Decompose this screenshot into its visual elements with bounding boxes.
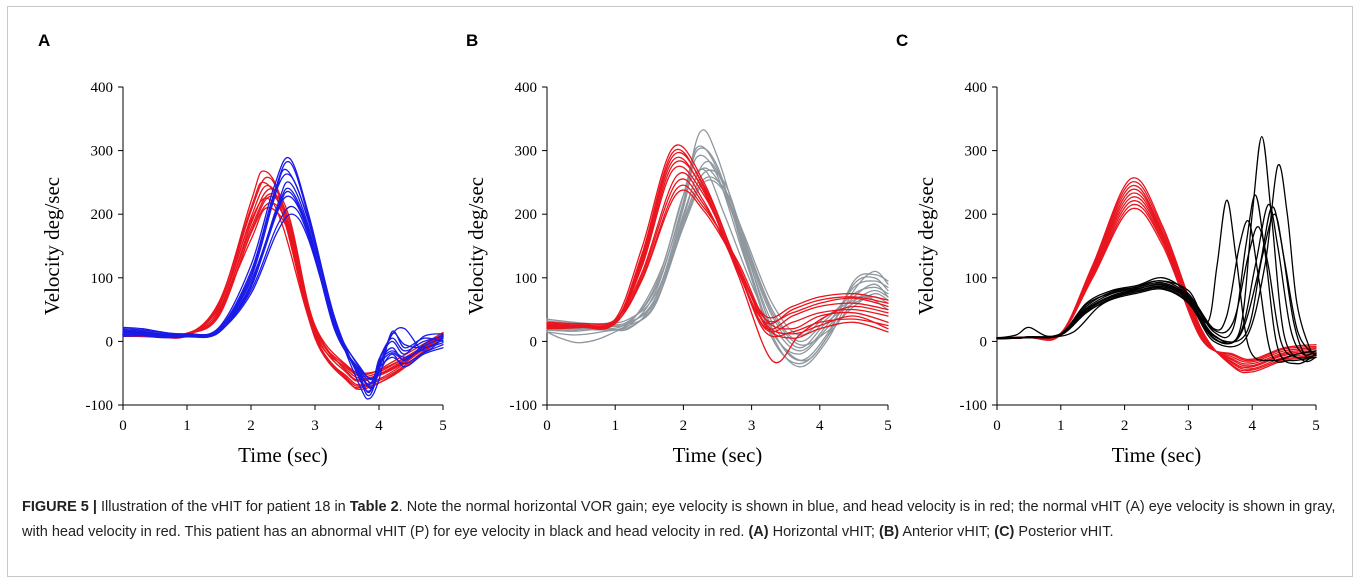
x-tick-label: 4 (1248, 418, 1256, 434)
panel-letter: C (896, 31, 908, 50)
eye-velocity-trace (546, 179, 889, 346)
head-velocity-trace (546, 160, 889, 330)
x-tick-label: 3 (748, 418, 756, 434)
caption-bold-segment: (A) (748, 524, 769, 540)
y-tick-label: 100 (965, 271, 988, 287)
x-axis-label: Time (sec) (673, 443, 763, 467)
eye-velocity-trace (996, 199, 1317, 362)
x-tick-label: 3 (1185, 418, 1193, 434)
x-tick-label: 1 (1057, 418, 1065, 434)
eye-velocity-trace (996, 206, 1317, 360)
eye-velocity-trace (996, 226, 1317, 359)
x-tick-label: 0 (119, 418, 127, 434)
eye-velocity-trace (996, 163, 1317, 355)
y-tick-label: 0 (106, 334, 114, 350)
x-tick-label: 2 (680, 418, 688, 434)
x-axis-label: Time (sec) (238, 443, 328, 467)
panel-letter: B (466, 31, 478, 50)
y-tick-label: 300 (515, 144, 538, 160)
y-tick-label: 100 (515, 271, 538, 287)
y-tick-label: 0 (530, 334, 538, 350)
caption-bold-segment: (C) (994, 524, 1015, 540)
y-tick-label: -100 (86, 398, 114, 414)
y-tick-label: 200 (91, 207, 114, 223)
x-tick-label: 5 (1312, 418, 1320, 434)
caption-text-segment: Illustration of the vHIT for patient 18 … (101, 499, 350, 515)
y-tick-label: 0 (980, 334, 988, 350)
eye-velocity-trace (122, 173, 444, 392)
caption-text-segment: Posterior vHIT. (1014, 524, 1114, 540)
head-velocity-trace (546, 189, 889, 335)
caption-text-segment: Horizontal vHIT; (768, 524, 879, 540)
y-tick-label: 100 (91, 271, 114, 287)
y-tick-label: -100 (510, 398, 538, 414)
caption-text-segment: . Note the normal horizontal VOR gain; e… (22, 499, 1336, 540)
caption-bold-segment: (B) (879, 524, 900, 540)
x-tick-label: 5 (439, 418, 447, 434)
head-velocity-trace (546, 165, 889, 333)
x-tick-label: 5 (884, 418, 892, 434)
head-velocity-trace (546, 184, 889, 330)
eye-velocity-trace (996, 213, 1317, 355)
panel-letter: A (38, 31, 50, 50)
y-axis-label: Velocity deg/sec (464, 177, 488, 315)
figure-caption: FIGURE 5 | Illustration of the vHIT for … (22, 495, 1342, 545)
figure-frame (7, 6, 1353, 577)
y-axis-label: Velocity deg/sec (40, 177, 64, 315)
caption-bold-segment: FIGURE 5 | (22, 499, 101, 515)
y-tick-label: 200 (515, 207, 538, 223)
x-tick-label: 2 (1121, 418, 1129, 434)
eye-velocity-trace (122, 213, 444, 380)
y-tick-label: 300 (91, 144, 114, 160)
eye-velocity-trace (122, 190, 444, 390)
y-axis-label: Velocity deg/sec (914, 177, 938, 315)
y-tick-label: 400 (91, 80, 114, 96)
head-velocity-trace (996, 207, 1317, 361)
x-tick-label: 3 (311, 418, 319, 434)
x-tick-label: 0 (993, 418, 1001, 434)
x-tick-label: 4 (816, 418, 824, 434)
x-tick-label: 4 (375, 418, 383, 434)
y-tick-label: 200 (965, 207, 988, 223)
x-tick-label: 2 (247, 418, 255, 434)
x-axis-label: Time (sec) (1112, 443, 1202, 467)
x-tick-label: 0 (543, 418, 551, 434)
panel-b: B 400 300 200 100 0 -100 0 1 2 3 4 5 Time (sec) Veloci… (464, 31, 892, 467)
x-tick-label: 1 (611, 418, 619, 434)
y-tick-label: 300 (965, 144, 988, 160)
x-tick-label: 1 (183, 418, 191, 434)
y-tick-label: -100 (960, 398, 988, 414)
panel-a: A 400 300 200 100 0 -100 0 1 2 3 4 5 Time (sec) Veloci… (38, 31, 447, 467)
caption-text-segment: Anterior vHIT; (899, 524, 995, 540)
head-velocity-trace (546, 152, 889, 330)
y-tick-label: 400 (515, 80, 538, 96)
panel-c: C 400 300 200 100 0 -100 0 1 2 3 4 5 Time (sec) Veloci… (896, 31, 1320, 467)
eye-velocity-trace (996, 135, 1317, 363)
caption-bold-segment: Table 2 (349, 499, 399, 515)
y-tick-label: 400 (965, 80, 988, 96)
